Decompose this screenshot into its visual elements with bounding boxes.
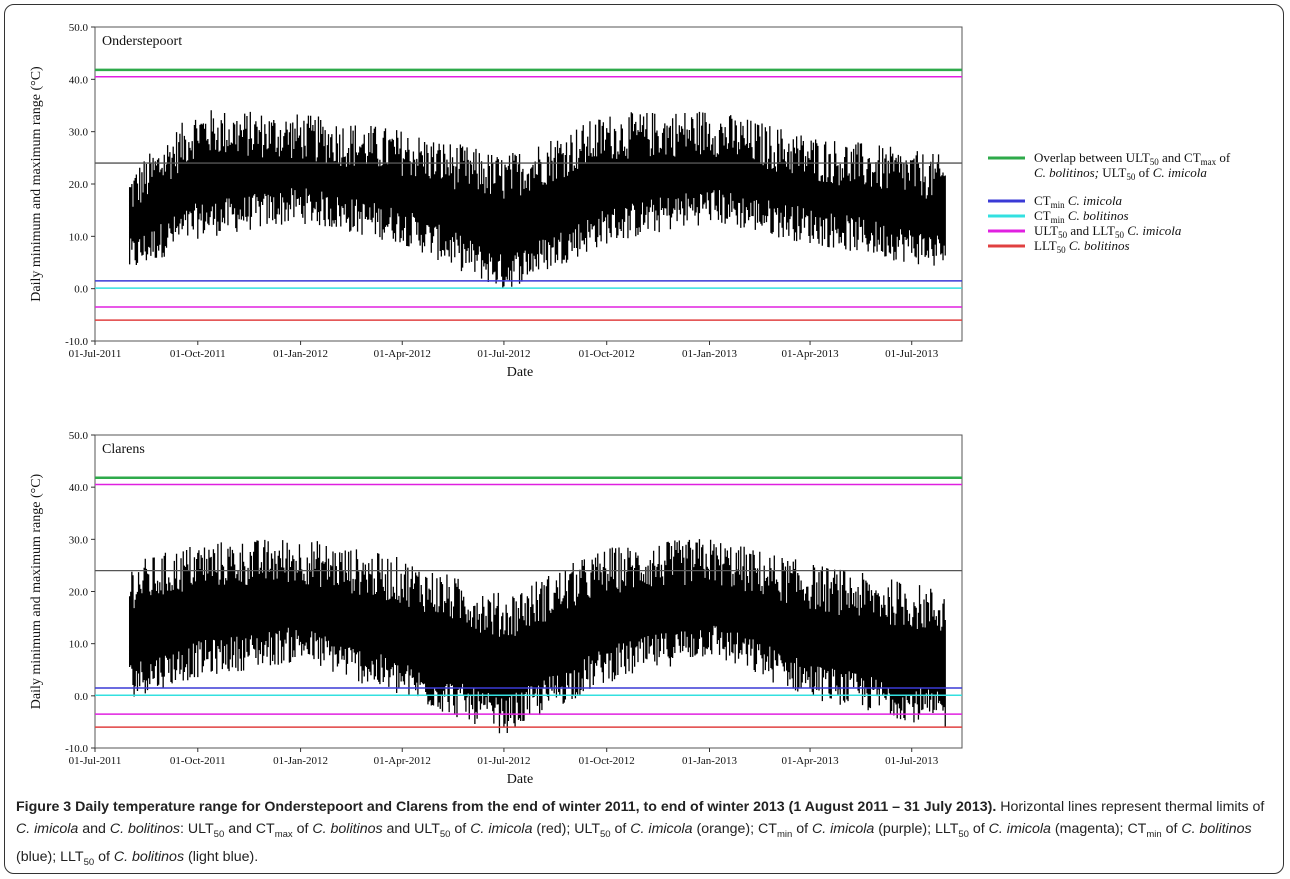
daily-range-bars — [128, 110, 946, 288]
x-tick-label: 01-Oct-2012 — [579, 755, 635, 767]
panel-title: Onderstepoort — [102, 34, 182, 49]
legend-text-part: ULT — [1099, 165, 1126, 180]
x-axis-label: Date — [507, 365, 533, 380]
y-axis-label: Daily minimum and maximum range (°C) — [29, 66, 44, 302]
x-tick-label: 01-Jul-2013 — [885, 348, 939, 360]
x-tick-label: 01-Jul-2011 — [69, 755, 122, 767]
caption-body: Horizontal lines represent thermal limit… — [16, 799, 1265, 868]
y-tick-label: 40.0 — [69, 482, 89, 494]
y-tick-label: 10.0 — [69, 231, 89, 243]
legend-text-part: C. bolitinos — [1068, 208, 1129, 223]
chart-panel-1: 50.0 40.0 30.0 20.0 10.0 0.0 -10.001-Jul-2011 0… — [29, 22, 963, 380]
legend-label: ULT50 and LLT50 C. imicola — [1034, 223, 1182, 240]
x-tick-label: 01-Jul-2012 — [477, 348, 530, 360]
y-tick-label: 20.0 — [69, 179, 89, 191]
legend-text-part: and CT — [1159, 150, 1201, 165]
legend-text-part: LLT — [1034, 238, 1057, 253]
legend-label: Overlap between ULT50 and CTmax of — [1034, 150, 1231, 167]
x-tick-label: 01-Jan-2012 — [273, 348, 328, 360]
x-tick-label: 01-Jul-2012 — [477, 755, 530, 767]
legend-text-part: and LLT — [1067, 223, 1115, 238]
legend-text-part: ULT — [1034, 223, 1058, 238]
panel-title: Clarens — [102, 442, 145, 457]
x-tick-label: 01-Apr-2013 — [781, 755, 839, 767]
legend-text-part: C. imicola — [1068, 193, 1123, 208]
y-tick-label: 0.0 — [74, 284, 88, 296]
y-axis-label: Daily minimum and maximum range (°C) — [29, 473, 44, 709]
x-tick-label: 01-Jul-2011 — [69, 348, 122, 360]
legend-text-part: CT — [1034, 208, 1051, 223]
legend-label-line2: C. bolitinos; ULT50 of C. imicola — [1034, 165, 1207, 182]
legend-text-part: min — [1051, 215, 1066, 225]
legend-text-part: 50 — [1126, 172, 1136, 182]
y-tick-label: 50.0 — [69, 22, 89, 34]
legend-text-part: C. bolitinos — [1069, 238, 1130, 253]
y-tick-label: 30.0 — [69, 127, 89, 139]
daily-range-series — [128, 539, 946, 734]
y-tick-label: 40.0 — [69, 74, 89, 86]
legend-text-part: min — [1051, 200, 1066, 210]
legend-text-part: of — [1135, 165, 1152, 180]
daily-range-bars — [128, 539, 946, 734]
legend-text-part: Overlap between ULT — [1034, 150, 1150, 165]
x-tick-label: 01-Apr-2012 — [374, 348, 431, 360]
legend-text-part: 50 — [1115, 230, 1125, 240]
legend-text-part: CT — [1034, 193, 1051, 208]
x-tick-label: 01-Apr-2012 — [374, 755, 431, 767]
x-tick-label: 01-Oct-2012 — [579, 348, 635, 360]
x-tick-label: 01-Jul-2013 — [885, 755, 939, 767]
legend-label: LLT50 C. bolitinos — [1034, 238, 1130, 255]
x-tick-label: 01-Jan-2012 — [273, 755, 328, 767]
figure-svg: 50.040.030.020.010.00.0-10.001-Jul-2011 0… — [29, 22, 1231, 787]
legend-text-part: 50 — [1057, 245, 1067, 255]
legend-label: CTmin C. imicola — [1034, 193, 1123, 210]
chart-panel-2: 50.0 40.0 30.0 20.0 10.0 0.0 -10.001-Jul-2011 0… — [29, 430, 963, 787]
y-tick-label: 50.0 — [69, 430, 89, 442]
daily-range-series — [128, 110, 946, 288]
legend-text-part: max — [1201, 157, 1217, 167]
y-tick-label: 0.0 — [74, 691, 88, 703]
x-tick-label: 01-Apr-2013 — [781, 348, 839, 360]
legend-text-part: C. bolitinos; — [1034, 165, 1099, 180]
x-tick-label: 01-Jan-2013 — [682, 348, 737, 360]
y-tick-label: -10.0 — [65, 743, 88, 755]
x-tick-label: 01-Oct-2011 — [170, 348, 226, 360]
y-tick-label: 20.0 — [69, 587, 89, 599]
x-tick-label: 01-Oct-2011 — [170, 755, 226, 767]
y-tick-label: -10.0 — [65, 336, 88, 348]
legend-text-part: C. imicola — [1153, 165, 1208, 180]
x-axis-label: Date — [507, 772, 533, 787]
figure-caption: Figure 3 Daily temperature range for Ond… — [16, 796, 1278, 874]
x-tick-label: 01-Jan-2013 — [682, 755, 737, 767]
legend: Overlap between ULT50 and CTmax ofC. bol… — [988, 150, 1231, 255]
caption-title: Figure 3 Daily temperature range for Ond… — [16, 799, 997, 815]
legend-text-part: 50 — [1150, 157, 1160, 167]
y-tick-label: 30.0 — [69, 534, 89, 546]
legend-text-part: 50 — [1058, 230, 1068, 240]
y-tick-label: 10.0 — [69, 639, 89, 651]
legend-text-part: of — [1216, 150, 1231, 165]
legend-label: CTmin C. bolitinos — [1034, 208, 1129, 225]
legend-text-part: C. imicola — [1127, 223, 1182, 238]
